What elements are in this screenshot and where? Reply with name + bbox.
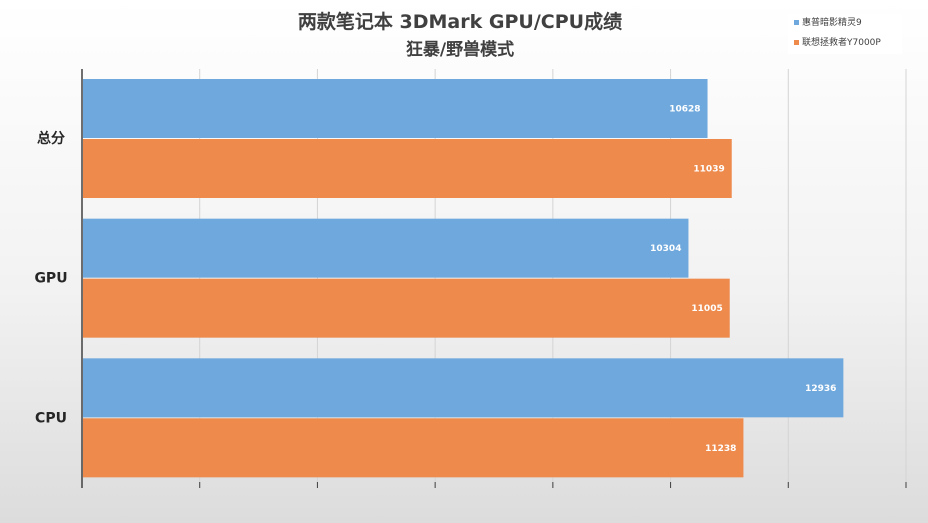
bar [83,218,689,278]
category-label: GPU [34,271,67,287]
legend-box [788,14,902,54]
legend: 惠普暗影精灵9 联想拯救者Y7000P [788,14,902,54]
bar [83,358,844,418]
category-label: CPU [35,410,67,426]
legend-swatch [794,20,799,25]
labels: 总分 10628 11039 GPU 10304 11005 CPU 12936 11238 [34,105,836,454]
bar-value-label: 11039 [693,165,724,175]
bar-value-label: 11238 [705,444,736,454]
category-label: 总分 [37,130,65,147]
bar-value-label: 11005 [691,304,722,314]
bar [83,418,744,478]
legend-label: 惠普暗影精灵9 [802,16,862,28]
legend-swatch [794,40,799,45]
legend-label: 联想拯救者Y7000P [802,36,881,48]
bar-value-label: 12936 [805,384,836,394]
bar [83,278,730,338]
bar [83,139,732,198]
bars [83,79,844,478]
bar-value-label: 10304 [650,244,681,254]
chart-title: 两款笔记本 3DMark GPU/CPU成绩 [298,10,622,33]
bar-value-label: 10628 [669,105,700,115]
bar [83,79,708,138]
gridlines [81,69,907,488]
chart-subtitle: 狂暴/野兽模式 [406,39,514,60]
